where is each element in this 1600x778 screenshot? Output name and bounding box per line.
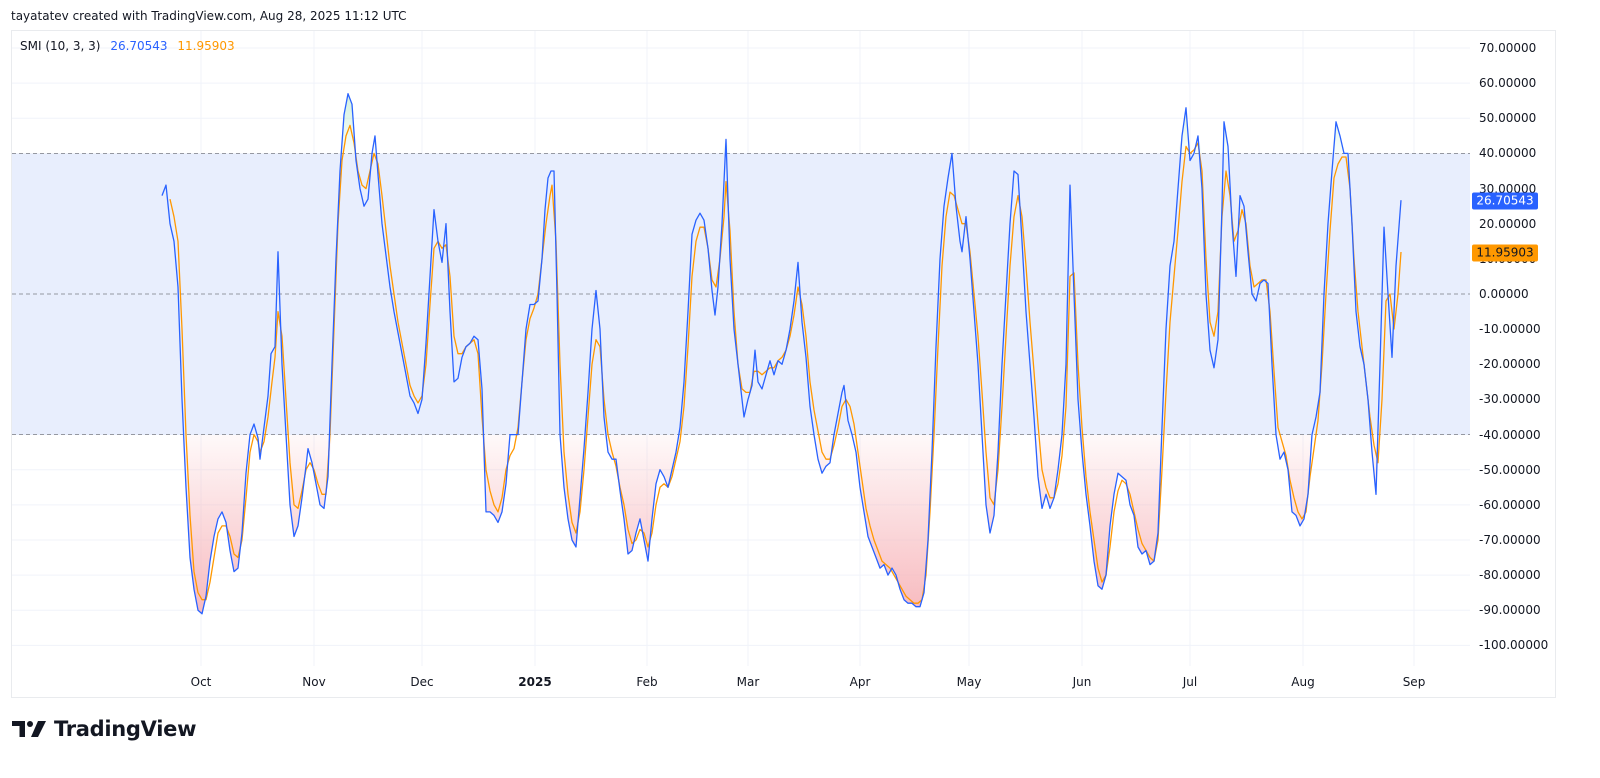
tradingview-logo[interactable]: TradingView: [12, 717, 196, 741]
y-axis-label: 50.00000: [1479, 111, 1537, 126]
y-axis-label: 20.00000: [1479, 216, 1537, 231]
smi-value-badge: 26.70543: [1472, 192, 1538, 210]
chart-frame: [11, 30, 1556, 698]
y-axis-label: 40.00000: [1479, 146, 1537, 161]
x-axis-label: Sep: [1402, 675, 1426, 689]
tradingview-logo-text: TradingView: [54, 717, 197, 741]
indicator-legend[interactable]: SMI (10, 3, 3) 26.70543 11.95903: [20, 39, 241, 53]
y-axis-label: -80.00000: [1479, 568, 1541, 583]
x-axis-label: Dec: [410, 675, 434, 689]
y-axis-label: -20.00000: [1479, 357, 1541, 372]
chart-attribution: tayatatev created with TradingView.com, …: [11, 9, 407, 23]
x-axis-label: 2025: [518, 675, 552, 689]
y-axis-label: 0.00000: [1479, 287, 1529, 301]
y-axis-label: -70.00000: [1479, 532, 1541, 547]
x-axis-label: Jun: [1072, 675, 1092, 689]
x-axis-label: May: [956, 675, 982, 689]
overbought-fill: [162, 93, 1401, 154]
y-axis-label: -90.00000: [1479, 603, 1541, 618]
y-axis-label: -30.00000: [1479, 392, 1541, 407]
x-axis-label: Apr: [849, 675, 871, 689]
y-axis-label: -10.00000: [1479, 322, 1541, 337]
y-axis-label: -100.00000: [1479, 638, 1549, 653]
signal-value-badge: 11.95903: [1472, 244, 1538, 262]
y-axis-label: 70.00000: [1479, 41, 1537, 56]
x-axis-label: Feb: [636, 675, 658, 689]
x-axis-label: Oct: [190, 675, 212, 689]
indicator-name: SMI (10, 3, 3): [20, 39, 101, 53]
tradingview-logo-icon: [12, 721, 46, 737]
y-axis-label: 30.00000: [1479, 181, 1537, 196]
smi-legend-value: 26.70543: [110, 39, 168, 53]
x-axis-label: Jul: [1182, 675, 1198, 689]
y-axis-label: -50.00000: [1479, 462, 1541, 477]
smi-line: [161, 93, 1402, 615]
oversold-fill: [182, 435, 1380, 614]
x-axis-label: Mar: [736, 675, 760, 689]
y-axis-label: -60.00000: [1479, 497, 1541, 512]
y-axis-label: 60.00000: [1479, 76, 1537, 91]
x-axis-label: Aug: [1291, 675, 1315, 689]
x-axis-label: Nov: [302, 675, 326, 689]
signal-legend-value: 11.95903: [177, 39, 235, 53]
y-axis-label: -40.00000: [1479, 427, 1541, 442]
